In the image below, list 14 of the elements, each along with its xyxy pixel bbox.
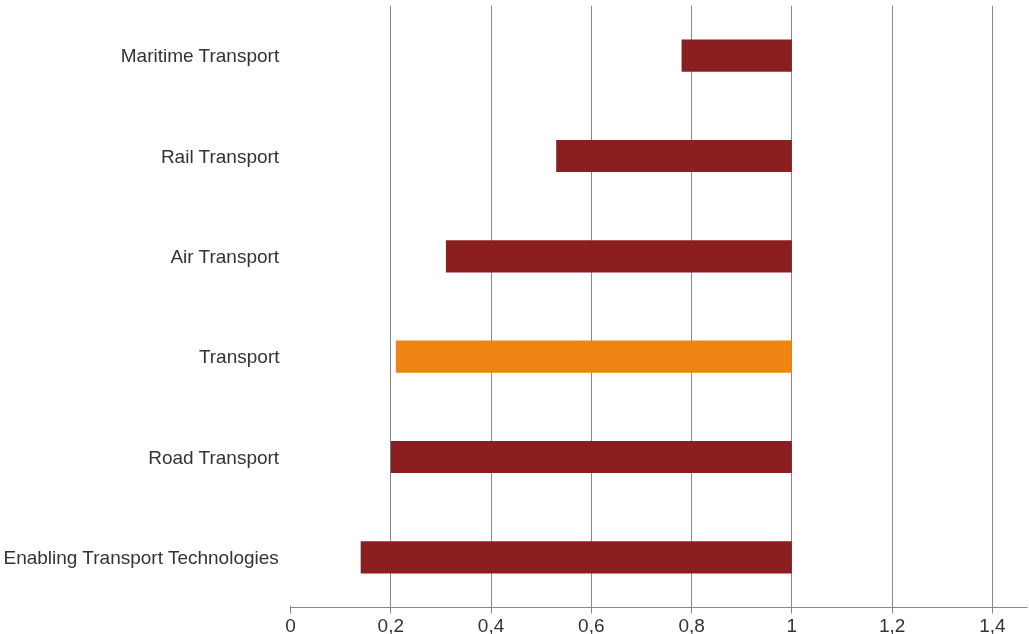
x-tick-label: 0,2: [377, 614, 404, 634]
x-tick-label: 0: [285, 614, 296, 634]
y-tick-label: Road Transport: [148, 446, 280, 468]
y-tick-label: Transport: [198, 346, 281, 368]
y-tick-label: Rail Transport: [160, 145, 280, 167]
x-tick-label: 1: [786, 614, 798, 634]
x-tick-label: 0,4: [477, 614, 505, 634]
y-tick-label: Enabling Transport Technologies: [3, 546, 279, 568]
x-tick-label: 0,6: [578, 614, 605, 634]
x-tick-label: 1,4: [979, 614, 1007, 634]
y-tick-label: Maritime Transport: [120, 45, 280, 67]
y-tick-label: Air Transport: [170, 245, 280, 267]
x-tick-label: 0,8: [678, 614, 705, 634]
x-tick-label: 1,2: [878, 614, 906, 634]
